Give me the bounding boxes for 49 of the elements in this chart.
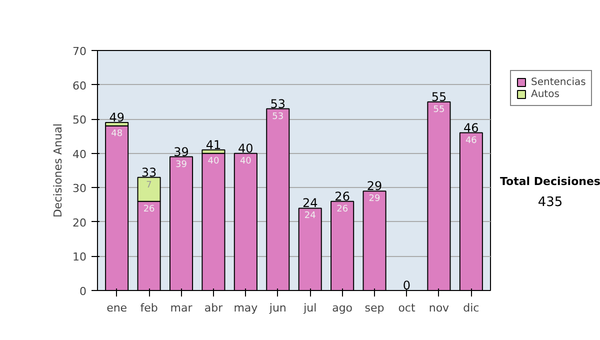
y-tick-label: 40 (72, 148, 87, 161)
total-label: 26 (334, 189, 350, 204)
x-tick-label: jul (302, 302, 317, 314)
x-tick-label: jun (268, 302, 286, 314)
y-tick-label: 30 (72, 182, 87, 196)
total-label: 41 (206, 138, 222, 152)
total-label: 55 (431, 90, 447, 104)
data-label: 39 (176, 160, 188, 170)
x-tick-label: may (234, 302, 258, 314)
total-label: 33 (141, 165, 157, 180)
x-tick-label: dic (463, 302, 480, 314)
y-tick-label: 10 (72, 250, 87, 264)
total-label: 39 (174, 144, 189, 159)
x-tick-label: abr (204, 302, 224, 314)
y-tick-label: 70 (72, 45, 87, 58)
text: Total Decisiones (500, 174, 600, 190)
text: 435 (536, 194, 564, 212)
y-axis-title: Decisiones Anual (52, 123, 65, 218)
data-label: 24 (304, 211, 316, 222)
x-tick-label: sep (364, 302, 384, 314)
data-label: 53 (272, 112, 284, 122)
data-label: 55 (433, 104, 445, 115)
total-label: 40 (238, 141, 254, 156)
total-label: 46 (464, 120, 479, 135)
legend-label: Sentencias (531, 76, 586, 88)
data-label: 40 (240, 156, 252, 166)
y-tick-label: 20 (72, 216, 87, 230)
x-tick-label: ene (106, 302, 128, 314)
data-label: 40 (208, 156, 220, 166)
y-tick-label: 0 (80, 285, 86, 298)
x-tick-label: feb (140, 302, 158, 314)
data-label: 26 (143, 204, 156, 214)
x-tick-label: oct (398, 302, 416, 314)
total-label: 24 (302, 196, 318, 210)
data-label: 46 (465, 136, 478, 146)
y-tick-label: 50 (72, 114, 87, 127)
y-tick-label: 60 (72, 79, 87, 92)
total-label: 0 (402, 278, 411, 292)
data-label: 7 (146, 180, 152, 190)
x-tick-label: mar (170, 302, 193, 314)
total-label: 29 (366, 179, 382, 194)
total-label: 49 (109, 110, 124, 124)
data-label: 26 (336, 204, 348, 214)
data-label: 29 (368, 194, 381, 204)
legend-label: Autos (531, 88, 560, 100)
x-tick-label: ago (332, 302, 353, 314)
total-label: 53 (270, 96, 286, 111)
data-label: 48 (111, 128, 123, 139)
x-tick-label: nov (428, 302, 450, 314)
